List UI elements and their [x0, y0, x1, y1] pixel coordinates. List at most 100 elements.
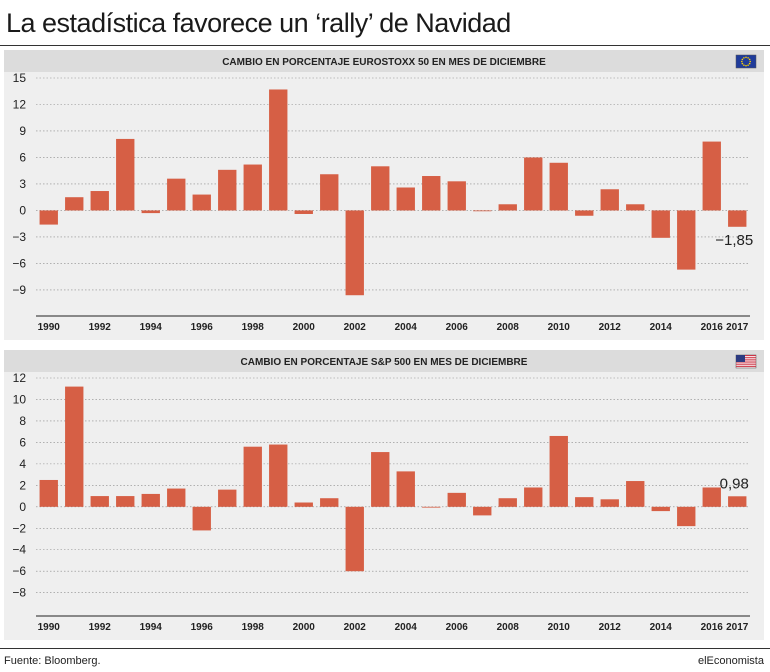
- bar-2013: [626, 481, 645, 507]
- x-tick-label: 2006: [446, 322, 469, 333]
- sp500-chart-panel: CAMBIO EN PORCENTAJE S&P 500 EN MES DE D…: [4, 350, 764, 640]
- x-tick-label: 2002: [344, 322, 367, 333]
- x-tick-label: 1992: [89, 622, 112, 633]
- y-tick-label: −6: [12, 256, 26, 270]
- bar-1997: [218, 169, 237, 211]
- y-tick-label: −8: [12, 586, 26, 600]
- bar-2009: [524, 487, 543, 507]
- y-tick-label: 9: [19, 124, 26, 138]
- y-tick-label: −9: [12, 283, 26, 297]
- bar-2011: [575, 210, 594, 216]
- bar-1996: [192, 194, 211, 211]
- x-tick-label: 2012: [599, 322, 622, 333]
- x-tick-label: 2006: [446, 622, 469, 633]
- y-tick-label: 3: [19, 177, 26, 191]
- eurostoxx-chart: CAMBIO EN PORCENTAJE EUROSTOXX 50 EN MES…: [4, 50, 764, 333]
- bar-2014: [651, 210, 670, 238]
- bar-2008: [498, 204, 517, 211]
- x-tick-label: 2010: [548, 322, 571, 333]
- bar-1994: [141, 493, 160, 507]
- bar-2007: [473, 210, 492, 212]
- eurostoxx-chart-panel: CAMBIO EN PORCENTAJE EUROSTOXX 50 EN MES…: [4, 50, 764, 340]
- bar-1991: [65, 197, 84, 211]
- bar-2012: [600, 189, 619, 211]
- bar-2009: [524, 157, 543, 211]
- bar-2004: [396, 471, 415, 507]
- bar-1998: [243, 164, 262, 211]
- x-tick-label: 2017: [726, 322, 749, 333]
- value-annotation: −1,85: [715, 232, 753, 249]
- x-tick-label: 1996: [191, 622, 214, 633]
- chart-subtitle: CAMBIO EN PORCENTAJE EUROSTOXX 50 EN MES…: [222, 57, 546, 68]
- y-tick-label: 8: [19, 414, 26, 428]
- bar-2010: [549, 162, 568, 211]
- bar-2016: [702, 141, 721, 211]
- x-tick-label: 1998: [242, 322, 265, 333]
- chart-header-band: [4, 50, 764, 72]
- x-tick-label: 2016: [701, 622, 724, 633]
- y-tick-label: 15: [13, 71, 27, 85]
- y-tick-label: 12: [13, 371, 27, 385]
- x-tick-label: 2002: [344, 622, 367, 633]
- footer-rule: [0, 648, 770, 649]
- y-tick-label: 6: [19, 435, 26, 449]
- x-tick-label: 1998: [242, 622, 265, 633]
- x-tick-label: 2004: [395, 622, 418, 633]
- bar-1992: [90, 191, 109, 211]
- x-tick-label: 2017: [726, 622, 749, 633]
- bar-2004: [396, 187, 415, 211]
- bar-1992: [90, 496, 109, 507]
- y-tick-label: 4: [19, 457, 26, 471]
- bar-2003: [371, 452, 390, 507]
- bar-2006: [447, 181, 466, 211]
- bar-2016: [702, 487, 721, 507]
- x-tick-label: 1996: [191, 322, 214, 333]
- bar-2014: [651, 506, 670, 512]
- y-tick-label: −6: [12, 564, 26, 578]
- y-tick-label: 2: [19, 478, 26, 492]
- chart-title: La estadística favorece un ‘rally’ de Na…: [6, 8, 511, 38]
- bar-2002: [345, 210, 364, 296]
- bar-1999: [269, 444, 288, 507]
- source-note: Fuente: Bloomberg.: [4, 655, 101, 667]
- bar-2002: [345, 506, 364, 572]
- bar-2003: [371, 166, 390, 211]
- y-tick-label: 12: [13, 97, 27, 111]
- eu-flag-icon: [735, 54, 757, 69]
- x-tick-label: 2004: [395, 322, 418, 333]
- bar-1994: [141, 210, 160, 214]
- bar-2005: [422, 506, 441, 508]
- bar-1993: [116, 138, 135, 211]
- bar-2015: [677, 210, 696, 270]
- bar-2001: [320, 174, 339, 211]
- x-tick-label: 2014: [650, 622, 673, 633]
- x-tick-label: 1994: [140, 622, 163, 633]
- bar-1998: [243, 446, 262, 507]
- x-tick-label: 1992: [89, 322, 112, 333]
- bar-2000: [294, 210, 313, 214]
- bar-2015: [677, 506, 696, 527]
- y-tick-label: 6: [19, 150, 26, 164]
- bar-1997: [218, 489, 237, 507]
- y-tick-label: 0: [19, 500, 26, 514]
- bar-2007: [473, 506, 492, 516]
- x-tick-label: 2010: [548, 622, 571, 633]
- x-tick-label: 1990: [38, 622, 61, 633]
- bar-1996: [192, 506, 211, 531]
- y-tick-label: −2: [12, 521, 26, 535]
- x-tick-label: 2008: [497, 322, 520, 333]
- sp500-chart: CAMBIO EN PORCENTAJE S&P 500 EN MES DE D…: [4, 350, 764, 633]
- bar-2012: [600, 499, 619, 507]
- x-tick-label: 1990: [38, 322, 61, 333]
- x-tick-label: 2014: [650, 322, 673, 333]
- x-tick-label: 2000: [293, 622, 316, 633]
- bar-1990: [39, 210, 58, 225]
- bar-2000: [294, 502, 313, 507]
- us-flag-icon: [735, 354, 757, 369]
- bar-2010: [549, 435, 568, 507]
- y-tick-label: −4: [12, 543, 26, 557]
- x-tick-label: 1994: [140, 322, 163, 333]
- bar-2005: [422, 176, 441, 211]
- bar-2013: [626, 204, 645, 211]
- x-tick-label: 2000: [293, 322, 316, 333]
